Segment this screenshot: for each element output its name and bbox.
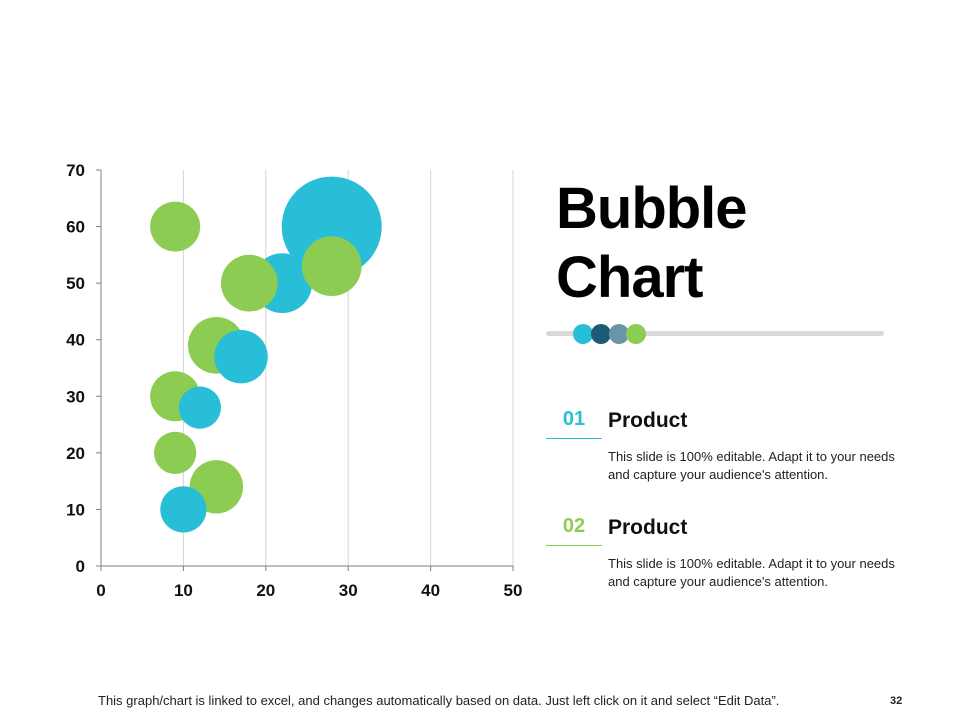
divider-dot-2 — [591, 324, 611, 344]
slide-title-line-1: Bubble — [556, 176, 748, 241]
page-number: 32 — [890, 695, 903, 707]
item-1-number: 01 — [562, 408, 586, 430]
x-tick-label-30: 30 — [339, 581, 358, 600]
bubble-series2-point2 — [220, 254, 278, 312]
bubble-series2-point7 — [301, 236, 362, 297]
bubble-series2-point1 — [150, 201, 201, 252]
y-tick-label-60: 60 — [66, 218, 85, 237]
slide-title-line-2: Chart — [556, 245, 703, 310]
y-tick-label-70: 70 — [66, 161, 85, 180]
item-1-description: This slide is 100% editable. Adapt it to… — [608, 449, 895, 482]
item-2-rule — [546, 545, 602, 546]
y-tick-label-30: 30 — [66, 387, 85, 406]
bubble-series1-point2 — [178, 386, 222, 429]
title-divider — [546, 331, 884, 336]
footer-note: This graph/chart is linked to excel, and… — [98, 693, 780, 708]
y-tick-label-10: 10 — [66, 500, 85, 519]
item-2-title: Product — [608, 516, 688, 539]
chart-tick-labels: 0 10 20 30 40 50 60 70 0 10 20 30 40 50 — [66, 161, 522, 600]
divider-dot-1 — [573, 324, 593, 344]
y-tick-label-20: 20 — [66, 444, 85, 463]
y-tick-label-40: 40 — [66, 331, 85, 350]
bubble-series2-point5 — [154, 431, 197, 474]
x-tick-label-20: 20 — [256, 581, 275, 600]
x-tick-label-50: 50 — [504, 581, 523, 600]
x-tick-label-10: 10 — [174, 581, 193, 600]
item-1-rule — [546, 438, 602, 439]
chart-bubbles — [150, 176, 382, 533]
item-1-title: Product — [608, 409, 688, 432]
bubble-series1-point1 — [160, 486, 207, 533]
y-tick-label-50: 50 — [66, 274, 85, 293]
x-tick-label-0: 0 — [96, 581, 105, 600]
y-tick-label-0: 0 — [76, 557, 85, 576]
item-2-description: This slide is 100% editable. Adapt it to… — [608, 556, 895, 589]
item-2-number: 02 — [562, 515, 586, 537]
divider-dot-3 — [609, 324, 629, 344]
chart-axes — [96, 169, 514, 571]
bubble-series1-point3 — [214, 329, 268, 384]
x-tick-label-40: 40 — [421, 581, 440, 600]
divider-dot-4 — [626, 324, 646, 344]
